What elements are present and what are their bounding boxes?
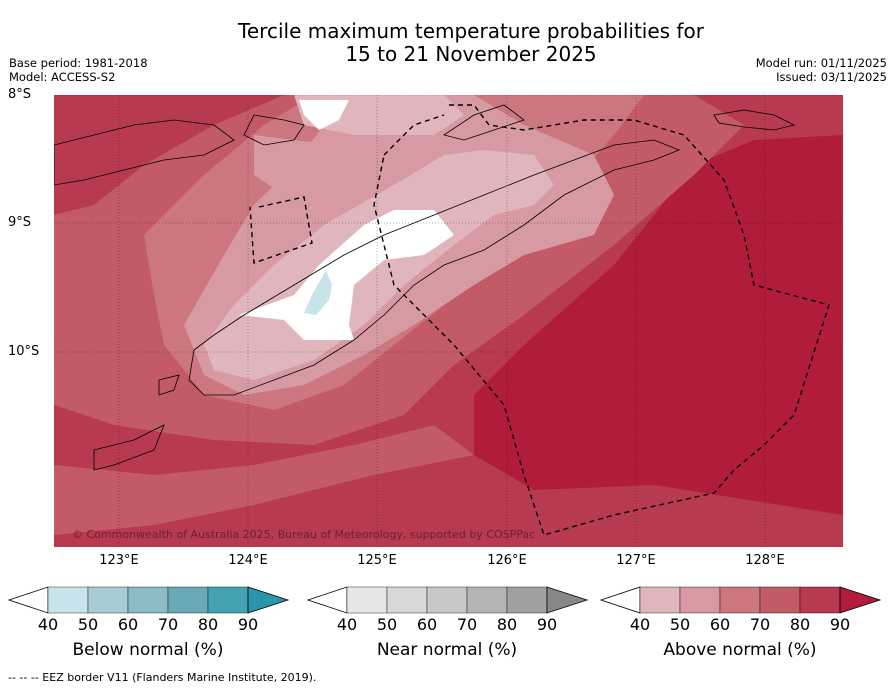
meta-left: Base period: 1981-2018 Model: ACCESS-S2 — [9, 56, 148, 84]
above-extend-high — [839, 586, 882, 614]
above-tick-40: 40 — [629, 615, 651, 634]
map-below-patch — [304, 270, 332, 315]
lon-label-127e: 127°E — [616, 553, 656, 568]
eez-footnote: -- -- -- EEZ border V11 (Flanders Marine… — [8, 671, 317, 684]
lon-label-123e: 123°E — [99, 553, 139, 568]
lat-label-8s: 8°S — [8, 87, 32, 102]
near-tick-40: 40 — [336, 615, 358, 634]
above-extend-low — [600, 586, 641, 614]
model-name: Model: ACCESS-S2 — [9, 70, 116, 84]
eez-border-west — [249, 196, 313, 264]
below-segment-4 — [207, 586, 249, 614]
colorbar-below-normal — [8, 586, 290, 614]
below-segment-2 — [127, 586, 169, 614]
lat-label-9s: 9°S — [8, 215, 32, 230]
above-tick-50: 50 — [669, 615, 691, 634]
above-tick-70: 70 — [749, 615, 771, 634]
probability-map[interactable]: © Commonwealth of Australia 2025, Bureau… — [54, 95, 843, 547]
alor-coast — [243, 114, 305, 146]
near-tick-60: 60 — [416, 615, 438, 634]
below-tick-90: 90 — [237, 615, 259, 634]
near-segment-3 — [466, 586, 508, 614]
above-segment-2 — [719, 586, 761, 614]
near-tick-80: 80 — [496, 615, 518, 634]
below-extend-low — [8, 586, 49, 614]
legend-label-above: Above normal (%) — [663, 640, 817, 660]
near-tick-70: 70 — [456, 615, 478, 634]
chart-title: Tercile maximum temperature probabilitie… — [0, 20, 896, 66]
map-white-area — [239, 210, 454, 340]
colorbar-near-normal — [307, 586, 589, 614]
lon-label-126e: 126°E — [487, 553, 527, 568]
above-tick-60: 60 — [709, 615, 731, 634]
below-segment-3 — [167, 586, 209, 614]
near-segment-0 — [346, 586, 388, 614]
above-tick-80: 80 — [789, 615, 811, 634]
colorbar-above-normal — [600, 586, 882, 614]
below-extend-high — [247, 586, 290, 614]
near-segment-2 — [426, 586, 468, 614]
lon-label-128e: 128°E — [745, 553, 785, 568]
title-line-2: 15 to 21 November 2025 — [345, 42, 597, 66]
coastlines — [54, 104, 796, 471]
near-extend-low — [307, 586, 348, 614]
flores-coast — [54, 119, 235, 186]
below-segment-1 — [87, 586, 129, 614]
issued-date: Issued: 03/11/2025 — [776, 70, 887, 84]
lat-label-10s: 10°S — [8, 344, 40, 359]
map-white-area-b — [299, 100, 349, 130]
above-segment-0 — [639, 586, 681, 614]
near-segment-1 — [386, 586, 428, 614]
below-tick-80: 80 — [197, 615, 219, 634]
copyright-text: © Commonwealth of Australia 2025, Bureau… — [72, 528, 535, 541]
below-segment-0 — [47, 586, 89, 614]
near-segment-4 — [506, 586, 548, 614]
above-segment-3 — [759, 586, 801, 614]
eez-border — [373, 104, 830, 536]
near-tick-50: 50 — [376, 615, 398, 634]
below-tick-40: 40 — [37, 615, 59, 634]
lon-label-124e: 124°E — [228, 553, 268, 568]
below-tick-50: 50 — [77, 615, 99, 634]
sawu-coast — [93, 424, 165, 471]
legend-label-near: Near normal (%) — [376, 640, 518, 660]
above-tick-90: 90 — [829, 615, 851, 634]
meta-right: Model run: 01/11/2025 Issued: 03/11/2025 — [756, 56, 887, 84]
below-tick-60: 60 — [117, 615, 139, 634]
model-run: Model run: 01/11/2025 — [755, 56, 887, 70]
near-tick-90: 90 — [536, 615, 558, 634]
above-segment-1 — [679, 586, 721, 614]
base-period: Base period: 1981-2018 — [9, 56, 148, 70]
map-band-50-b — [254, 135, 354, 195]
timor-coast — [188, 139, 681, 396]
above-segment-4 — [799, 586, 841, 614]
below-tick-70: 70 — [157, 615, 179, 634]
title-line-1: Tercile maximum temperature probabilitie… — [238, 19, 704, 43]
babar-coast — [713, 109, 796, 131]
map-band-70-b — [54, 425, 474, 535]
lon-label-125e: 125°E — [357, 553, 397, 568]
wetar-coast — [443, 104, 525, 141]
legend-label-below: Below normal (%) — [72, 640, 224, 660]
near-extend-high — [546, 586, 589, 614]
rote-coast — [158, 374, 180, 396]
